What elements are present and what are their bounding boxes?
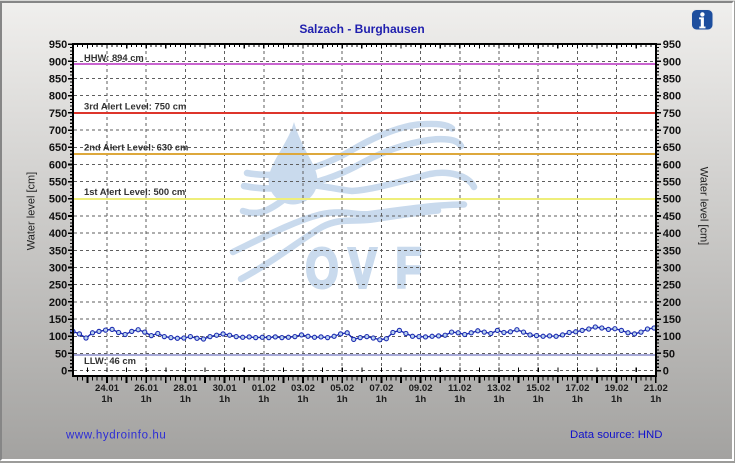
svg-text:Water level [cm]: Water level [cm] <box>26 172 38 250</box>
svg-text:450: 450 <box>49 211 67 223</box>
svg-text:HHW: 894 cm: HHW: 894 cm <box>84 52 144 63</box>
svg-text:1h: 1h <box>180 394 191 405</box>
svg-text:400: 400 <box>663 228 681 240</box>
svg-text:950: 950 <box>49 39 67 51</box>
svg-text:100: 100 <box>663 331 681 343</box>
svg-text:400: 400 <box>49 228 67 240</box>
svg-text:03.02: 03.02 <box>291 383 315 394</box>
svg-text:19.02: 19.02 <box>605 383 629 394</box>
svg-text:13.02: 13.02 <box>487 383 511 394</box>
svg-text:0: 0 <box>663 366 669 378</box>
svg-text:Data source: HND: Data source: HND <box>570 429 662 441</box>
svg-text:550: 550 <box>49 177 67 189</box>
svg-text:www.hydroinfo.hu: www.hydroinfo.hu <box>65 429 166 441</box>
svg-text:30.01: 30.01 <box>213 383 238 394</box>
svg-text:700: 700 <box>49 125 67 137</box>
svg-text:850: 850 <box>49 74 67 86</box>
svg-text:01.02: 01.02 <box>252 383 276 394</box>
svg-text:200: 200 <box>49 297 67 309</box>
svg-text:17.02: 17.02 <box>565 383 589 394</box>
svg-text:1h: 1h <box>141 394 152 405</box>
svg-text:200: 200 <box>663 297 681 309</box>
svg-text:1h: 1h <box>611 394 622 405</box>
svg-text:11.02: 11.02 <box>448 383 471 394</box>
svg-text:28.01: 28.01 <box>173 383 198 394</box>
svg-text:500: 500 <box>663 194 681 206</box>
svg-text:750: 750 <box>49 108 67 120</box>
svg-text:900: 900 <box>663 56 681 68</box>
svg-text:1h: 1h <box>454 394 465 405</box>
svg-text:350: 350 <box>663 245 681 257</box>
svg-text:09.02: 09.02 <box>409 383 433 394</box>
svg-text:50: 50 <box>663 348 675 360</box>
svg-text:600: 600 <box>49 159 67 171</box>
svg-text:950: 950 <box>663 39 681 51</box>
svg-text:1h: 1h <box>297 394 308 405</box>
svg-text:850: 850 <box>663 74 681 86</box>
svg-text:100: 100 <box>49 331 67 343</box>
svg-text:05.02: 05.02 <box>330 383 354 394</box>
svg-text:1h: 1h <box>650 394 661 405</box>
svg-text:26.01: 26.01 <box>134 383 159 394</box>
svg-text:500: 500 <box>49 194 67 206</box>
svg-text:07.02: 07.02 <box>369 383 393 394</box>
svg-text:600: 600 <box>663 159 681 171</box>
svg-text:21.02: 21.02 <box>644 383 668 394</box>
svg-text:50: 50 <box>55 348 67 360</box>
svg-text:V: V <box>348 235 377 299</box>
svg-text:300: 300 <box>663 262 681 274</box>
svg-text:250: 250 <box>49 280 67 292</box>
svg-text:Salzach - Burghausen: Salzach - Burghausen <box>299 22 424 36</box>
svg-text:1h: 1h <box>572 394 583 405</box>
svg-text:1h: 1h <box>219 394 230 405</box>
svg-text:650: 650 <box>663 142 681 154</box>
svg-text:0: 0 <box>61 366 67 378</box>
svg-text:700: 700 <box>663 125 681 137</box>
svg-text:1h: 1h <box>258 394 269 405</box>
svg-text:1h: 1h <box>533 394 544 405</box>
svg-text:Water level [cm]: Water level [cm] <box>698 167 710 245</box>
svg-text:24.01: 24.01 <box>95 383 120 394</box>
svg-text:1h: 1h <box>376 394 387 405</box>
svg-text:1h: 1h <box>101 394 112 405</box>
svg-text:15.02: 15.02 <box>526 383 550 394</box>
svg-text:150: 150 <box>49 314 67 326</box>
svg-text:1h: 1h <box>415 394 426 405</box>
svg-text:300: 300 <box>49 262 67 274</box>
svg-text:800: 800 <box>663 91 681 103</box>
svg-text:150: 150 <box>663 314 681 326</box>
svg-text:750: 750 <box>663 108 681 120</box>
svg-text:800: 800 <box>49 91 67 103</box>
svg-text:350: 350 <box>49 245 67 257</box>
svg-text:650: 650 <box>49 142 67 154</box>
svg-text:LLW: 46 cm: LLW: 46 cm <box>84 355 136 366</box>
svg-text:1st Alert Level: 500 cm: 1st Alert Level: 500 cm <box>84 186 185 197</box>
svg-text:1h: 1h <box>337 394 348 405</box>
svg-text:2nd Alert Level: 630 cm: 2nd Alert Level: 630 cm <box>84 142 188 153</box>
svg-text:900: 900 <box>49 56 67 68</box>
svg-text:550: 550 <box>663 177 681 189</box>
svg-text:250: 250 <box>663 280 681 292</box>
svg-text:3rd Alert Level: 750 cm: 3rd Alert Level: 750 cm <box>84 100 186 111</box>
svg-text:450: 450 <box>663 211 681 223</box>
svg-text:1h: 1h <box>493 394 504 405</box>
